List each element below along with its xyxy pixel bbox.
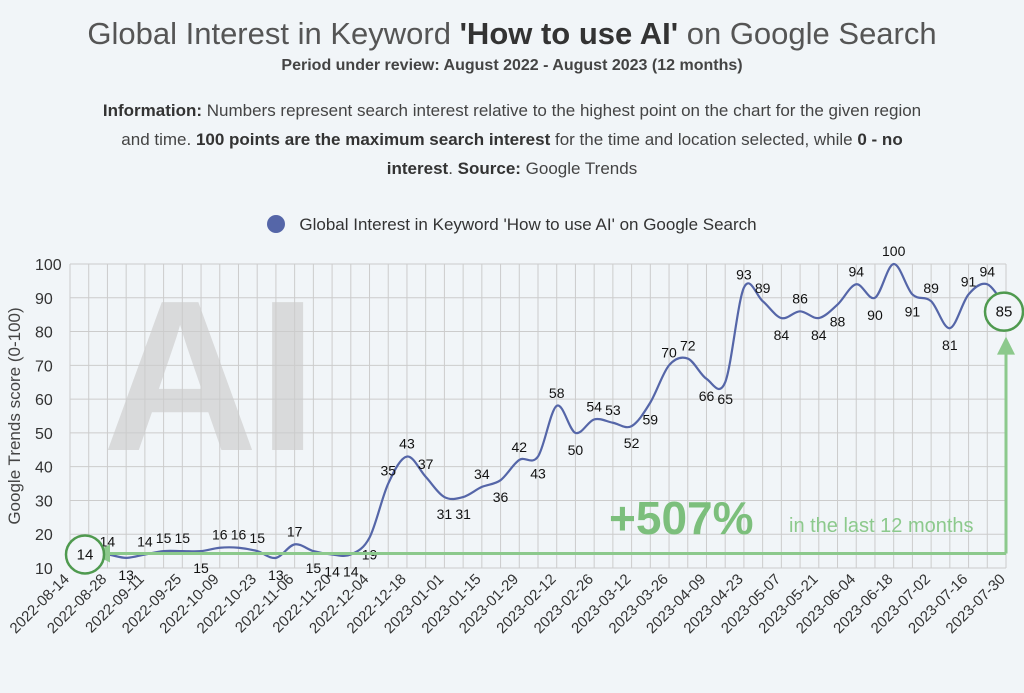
title-keyword: 'How to use AI' xyxy=(459,16,679,51)
info-text-3: . xyxy=(448,159,458,178)
info-bold-1: 100 points are the maximum search intere… xyxy=(195,130,551,149)
start-value-label: 14 xyxy=(77,546,94,563)
data-label: 54 xyxy=(586,398,602,414)
y-tick-label: 100 xyxy=(35,257,62,274)
legend-marker xyxy=(267,215,286,233)
data-label: 14 xyxy=(343,563,359,579)
source-label: Source: xyxy=(457,159,521,178)
period-subtitle: Period under review: August 2022 - Augus… xyxy=(281,57,743,74)
data-label: 42 xyxy=(511,439,527,455)
data-label: 84 xyxy=(774,327,790,343)
data-label: 31 xyxy=(455,506,471,522)
data-label: 58 xyxy=(549,385,565,401)
data-label: 84 xyxy=(811,327,827,343)
info-text: Information: Numbers represent search in… xyxy=(100,96,924,183)
y-tick-label: 30 xyxy=(35,493,53,510)
data-label: 13 xyxy=(268,567,284,583)
data-label: 72 xyxy=(680,338,696,354)
data-label: 91 xyxy=(905,303,921,319)
y-tick-label: 40 xyxy=(35,460,53,477)
data-label: 89 xyxy=(755,280,771,296)
y-tick-label: 10 xyxy=(35,561,53,578)
data-label: 43 xyxy=(399,436,415,452)
data-label: 15 xyxy=(175,530,191,546)
data-label: 36 xyxy=(493,489,509,505)
info-label: Information: xyxy=(102,101,203,120)
data-label: 94 xyxy=(979,263,995,279)
growth-percent: +507% xyxy=(609,492,754,544)
data-label: 86 xyxy=(792,290,808,306)
data-label: 14 xyxy=(100,533,116,549)
y-tick-label: 50 xyxy=(35,426,53,443)
data-label: 13 xyxy=(118,567,134,583)
data-label: 15 xyxy=(193,560,209,576)
data-label: 17 xyxy=(287,523,303,539)
data-label: 14 xyxy=(137,533,153,549)
data-label: 31 xyxy=(437,506,453,522)
y-tick-label: 90 xyxy=(35,291,53,308)
info-text-1: Numbers represent search interest relati… xyxy=(121,101,922,149)
up-arrowhead xyxy=(997,336,1015,355)
growth-caption: in the last 12 months xyxy=(789,515,974,537)
data-label: 81 xyxy=(942,337,958,353)
data-label: 91 xyxy=(961,273,977,289)
end-value-label: 85 xyxy=(996,304,1013,321)
data-label: 16 xyxy=(231,527,247,543)
data-label: 14 xyxy=(324,563,340,579)
source-text: Google Trends xyxy=(520,159,638,178)
watermark-ai: AI xyxy=(103,255,318,496)
y-tick-label: 20 xyxy=(35,527,53,544)
data-label: 52 xyxy=(624,435,640,451)
title-suffix: on Google Search xyxy=(678,16,937,51)
data-label: 50 xyxy=(568,442,584,458)
data-label: 70 xyxy=(661,344,677,360)
data-label: 37 xyxy=(418,456,434,472)
legend: Global Interest in Keyword 'How to use A… xyxy=(0,215,1024,235)
info-bold-2: 0 - no interest xyxy=(386,130,903,178)
data-label: 59 xyxy=(643,411,659,427)
data-label: 15 xyxy=(249,530,265,546)
y-tick-label: 70 xyxy=(35,358,53,375)
data-label: 88 xyxy=(830,314,846,330)
y-tick-label: 60 xyxy=(35,392,53,409)
series-line xyxy=(70,262,1007,560)
data-label: 43 xyxy=(530,466,546,482)
data-label: 35 xyxy=(380,463,396,479)
data-label: 15 xyxy=(156,530,172,546)
data-label: 100 xyxy=(882,243,906,259)
y-axis-label: Google Trends score (0-100) xyxy=(5,307,24,524)
data-label: 53 xyxy=(605,402,621,418)
end-value-circle xyxy=(983,291,1024,332)
start-value-circle xyxy=(64,534,106,575)
data-label: 34 xyxy=(474,466,490,482)
data-label: 93 xyxy=(736,267,752,283)
y-tick-label: 80 xyxy=(35,325,53,342)
data-label: 94 xyxy=(848,263,864,279)
data-label: 15 xyxy=(306,560,322,576)
title-prefix: Global Interest in Keyword xyxy=(87,16,460,51)
data-label: 16 xyxy=(212,527,228,543)
chart-title: Global Interest in Keyword 'How to use A… xyxy=(0,16,1024,52)
data-label: 90 xyxy=(867,307,883,323)
data-label: 89 xyxy=(923,280,939,296)
info-text-2: for the time and location selected, whil… xyxy=(550,130,858,149)
data-label: 65 xyxy=(717,391,733,407)
data-label: 66 xyxy=(699,388,715,404)
legend-label: Global Interest in Keyword 'How to use A… xyxy=(299,215,757,234)
